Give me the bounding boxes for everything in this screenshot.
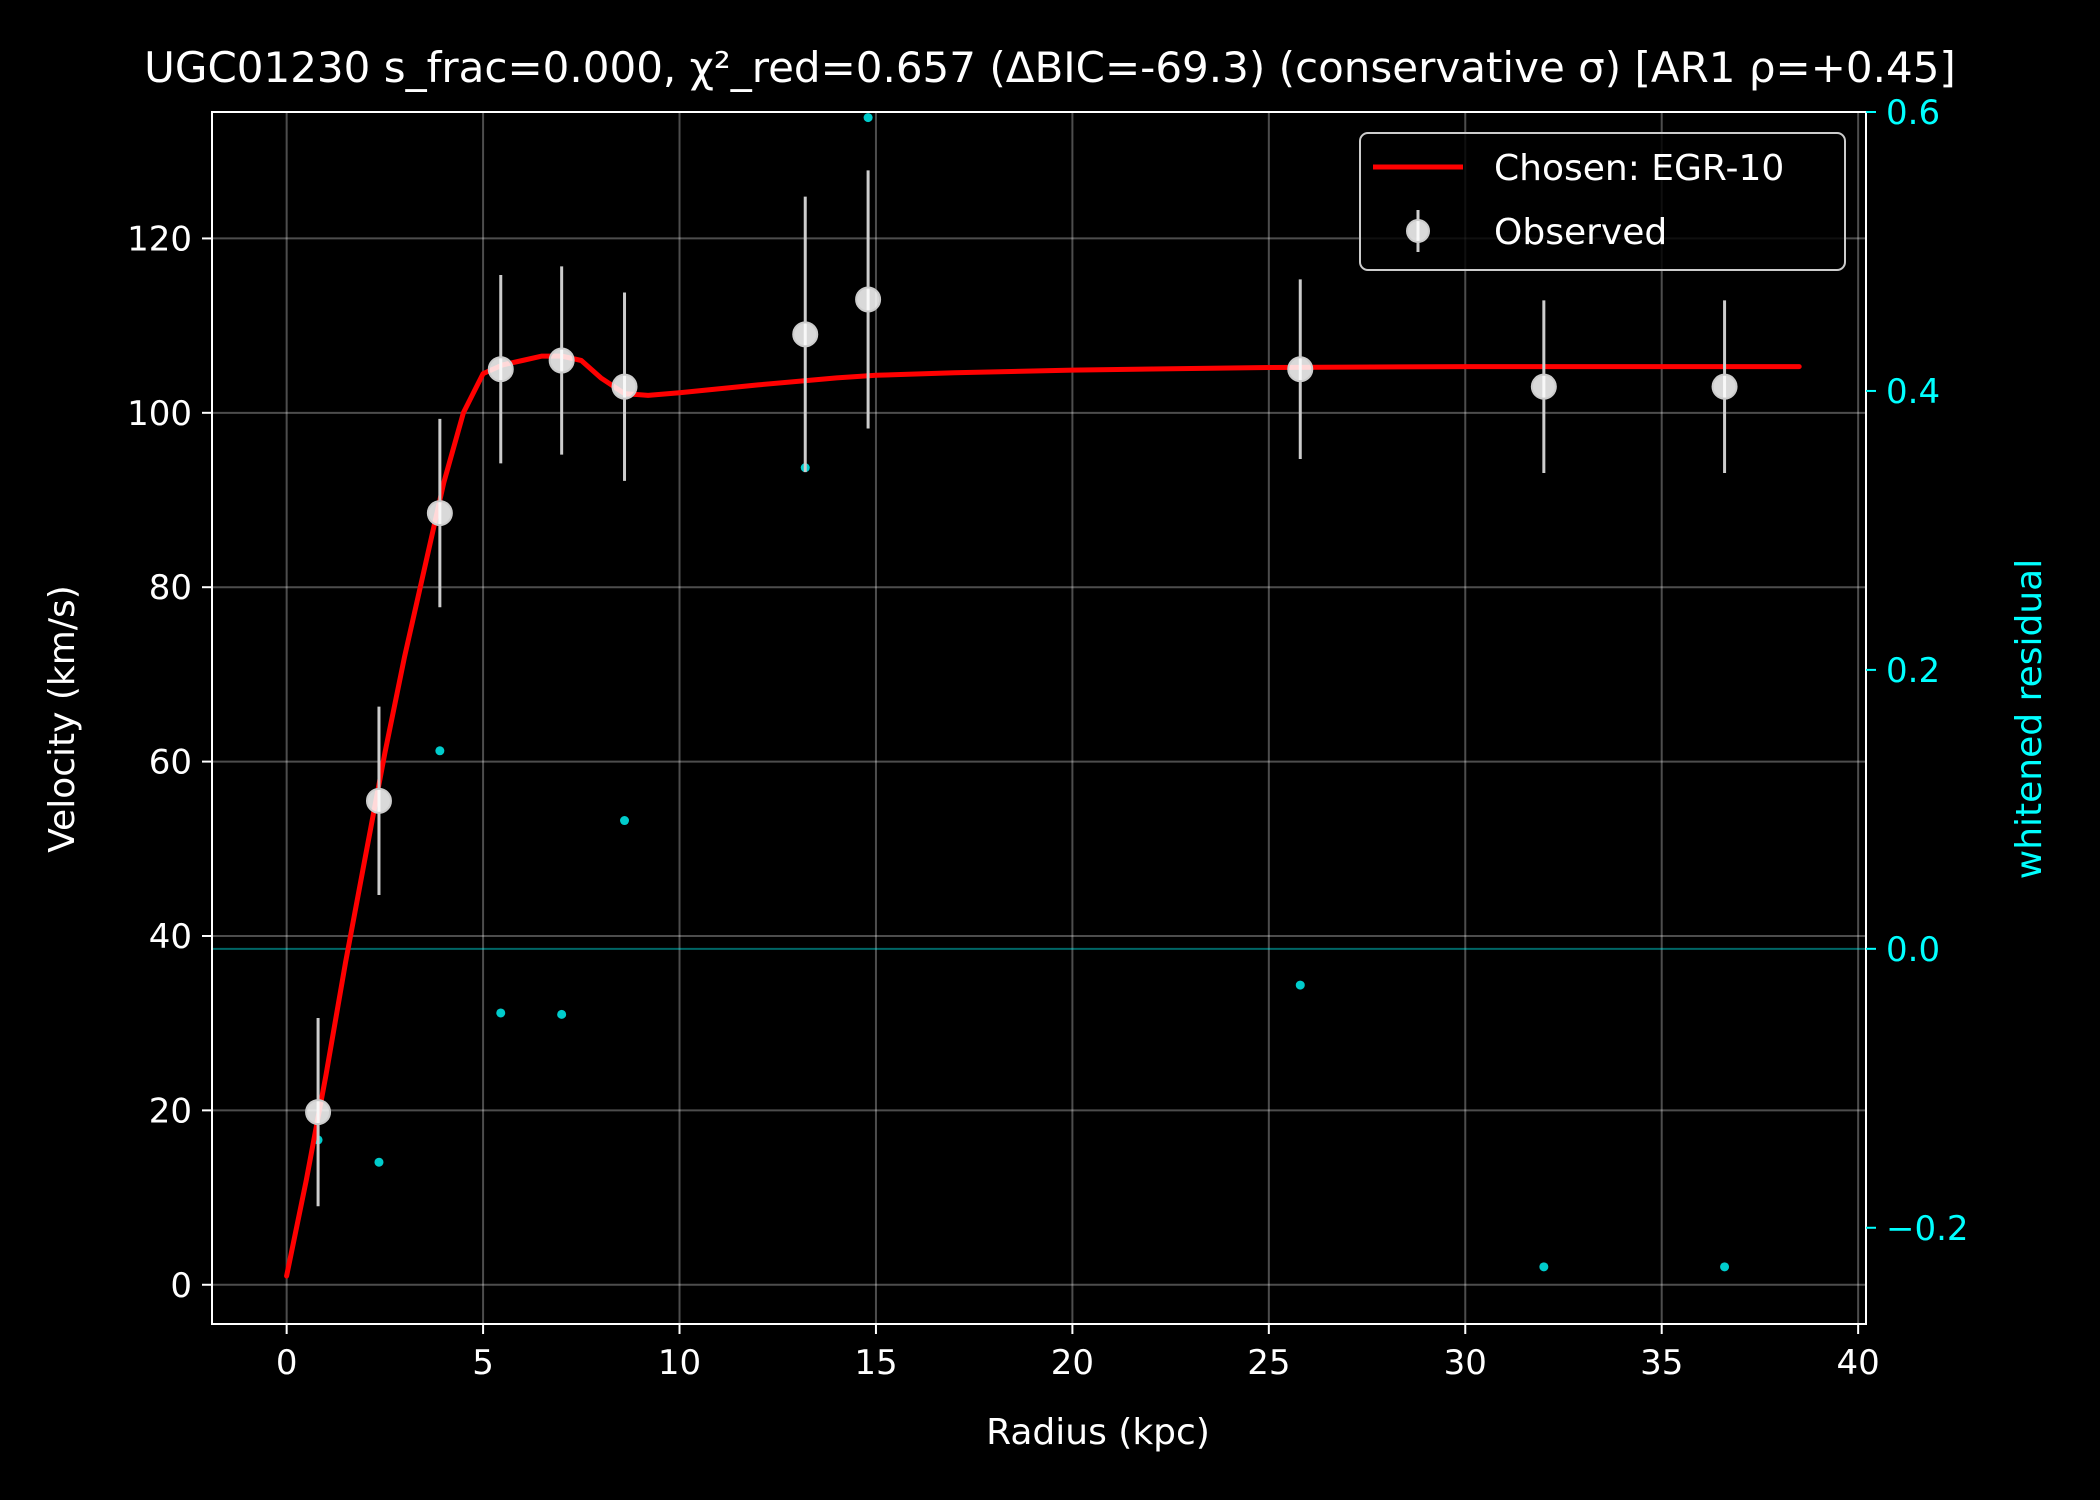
observed-point (855, 286, 882, 313)
residual-point (1720, 1262, 1730, 1272)
residual-point (496, 1008, 506, 1018)
x-tick-label: 25 (1247, 1343, 1290, 1383)
x-tick-label: 20 (1051, 1343, 1094, 1383)
residual-point (435, 746, 445, 756)
y-tick-label: 100 (127, 394, 192, 434)
y2-tick-label: −0.2 (1886, 1209, 1969, 1249)
x-tick-label: 40 (1837, 1343, 1880, 1383)
observed-point (365, 787, 392, 814)
observed-points (305, 170, 1738, 1207)
legend-label-observed: Observed (1494, 212, 1667, 253)
y-tick-label: 0 (170, 1266, 192, 1306)
observed-point (1711, 373, 1738, 400)
residual-point (374, 1157, 384, 1167)
y2-axis-ticks: −0.2 0.0 0.2 0.4 0.6 (1866, 93, 1969, 1249)
x-axis-label: Radius (kpc) (986, 1412, 1210, 1453)
legend-marker-swatch (1406, 219, 1430, 243)
residual-point (1539, 1262, 1549, 1272)
residual-point (557, 1009, 567, 1019)
legend-label-model: Chosen: EGR-10 (1494, 148, 1784, 189)
y2-axis-label: whitened residual (2009, 559, 2050, 879)
observed-point (1287, 356, 1314, 383)
x-tick-label: 0 (276, 1343, 298, 1383)
residual-point (620, 816, 630, 826)
x-tick-label: 10 (658, 1343, 701, 1383)
y-tick-label: 60 (149, 743, 192, 783)
observed-point (487, 356, 514, 383)
observed-point (792, 321, 819, 348)
y-tick-label: 40 (149, 917, 192, 957)
x-tick-label: 35 (1640, 1343, 1683, 1383)
x-tick-label: 15 (854, 1343, 897, 1383)
grid-lines (212, 112, 1866, 1324)
observed-point (611, 373, 638, 400)
legend-frame (1359, 132, 1846, 271)
observed-point (548, 347, 575, 374)
y2-tick-label: 0.2 (1886, 651, 1940, 691)
residual-point (1295, 980, 1305, 990)
y2-tick-label: 0.6 (1886, 93, 1940, 133)
y-tick-label: 80 (149, 568, 192, 608)
observed-point (1530, 373, 1557, 400)
observed-point (426, 500, 453, 527)
x-tick-label: 5 (472, 1343, 494, 1383)
y-tick-label: 20 (149, 1091, 192, 1131)
chart-title: UGC01230 s_frac=0.000, χ²_red=0.657 (ΔBI… (144, 43, 1956, 92)
y-axis-label: Velocity (km/s) (42, 585, 83, 853)
observed-point (305, 1099, 332, 1126)
y-axis-ticks: 0 20 40 60 80 100 120 (127, 219, 212, 1306)
y2-tick-label: 0.0 (1886, 930, 1940, 970)
residual-point (863, 113, 873, 123)
plot-frame (211, 111, 1867, 1325)
legend: Chosen: EGR-10 Observed (1359, 132, 1846, 271)
y-tick-label: 120 (127, 219, 192, 259)
x-axis-ticks: 0 5 10 15 20 25 30 35 40 (276, 1324, 1880, 1383)
x-tick-label: 30 (1444, 1343, 1487, 1383)
y2-tick-label: 0.4 (1886, 372, 1940, 412)
